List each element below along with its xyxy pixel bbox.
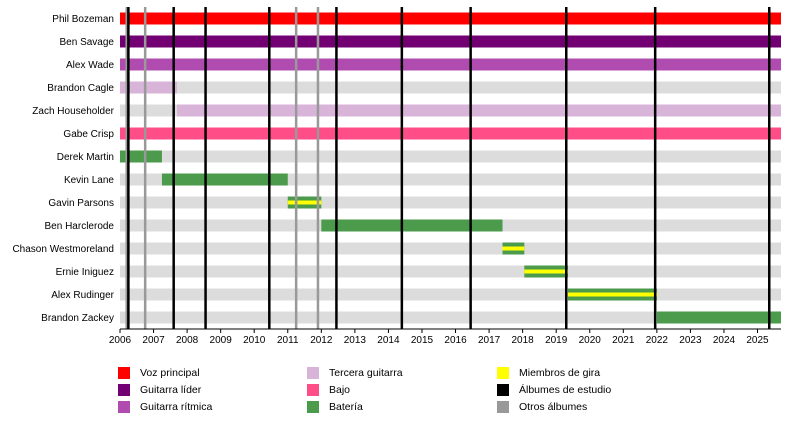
member-name: Gavin Parsons xyxy=(48,198,114,209)
x-tick-label: 2008 xyxy=(176,335,199,346)
touring-stripe xyxy=(502,246,525,251)
legend-swatch xyxy=(307,401,319,413)
row-bands xyxy=(120,12,781,324)
legend-swatch xyxy=(118,384,130,396)
legend-swatch xyxy=(118,367,130,379)
legend-item: Guitarra rítmica xyxy=(118,400,212,414)
touring-stripe xyxy=(287,200,322,205)
legend-item: Tercera guitarra xyxy=(307,366,403,380)
member-bars xyxy=(120,12,782,324)
touring-stripe xyxy=(524,269,568,274)
x-tick-label: 2023 xyxy=(679,335,702,346)
member-name: Brandon Zackey xyxy=(41,313,114,324)
legend-item: Otros álbumes xyxy=(497,400,587,414)
album-lines xyxy=(125,7,771,329)
x-tick-label: 2021 xyxy=(612,335,635,346)
x-tick-label: 2006 xyxy=(109,335,132,346)
x-tick-label: 2018 xyxy=(512,335,535,346)
legend-label: Guitarra líder xyxy=(140,384,202,396)
legend-swatch xyxy=(497,367,509,379)
member-name: Brandon Cagle xyxy=(47,83,114,94)
member-bar xyxy=(120,150,162,163)
member-name: Alex Rudinger xyxy=(51,290,114,301)
member-name: Ben Harclerode xyxy=(45,221,115,232)
x-tick-label: 2009 xyxy=(210,335,233,346)
legend-item: Guitarra líder xyxy=(118,383,201,397)
member-bar xyxy=(656,311,781,324)
row-band xyxy=(120,265,781,278)
member-bar xyxy=(161,173,288,186)
row-band xyxy=(120,242,781,255)
member-name: Phil Bozeman xyxy=(52,14,114,25)
x-tick-label: 2013 xyxy=(344,335,367,346)
member-bar xyxy=(321,219,503,232)
x-tick-label: 2015 xyxy=(411,335,434,346)
x-tick-label: 2012 xyxy=(310,335,333,346)
legend-label: Álbumes de estudio xyxy=(519,384,612,396)
legend-swatch xyxy=(307,384,319,396)
legend-swatch xyxy=(307,367,319,379)
member-name: Gabe Crisp xyxy=(63,129,114,140)
row-band xyxy=(120,81,781,94)
legend-label: Tercera guitarra xyxy=(329,367,403,379)
legend-item: Álbumes de estudio xyxy=(497,383,611,397)
x-tick-label: 2022 xyxy=(646,335,669,346)
member-name: Zach Householder xyxy=(32,106,114,117)
x-tick-label: 2007 xyxy=(142,335,165,346)
legend-label: Bajo xyxy=(329,384,351,396)
legend-item: Bajo xyxy=(307,383,350,397)
x-axis: 2006 2007 2008 2009 2010 2011 2012 2013 2014 2015… xyxy=(109,328,781,346)
member-bar xyxy=(120,127,781,140)
legend-label: Miembros de gira xyxy=(519,367,601,379)
x-tick-label: 2020 xyxy=(579,335,602,346)
member-name: Ben Savage xyxy=(60,37,115,48)
row-band xyxy=(120,288,781,301)
legend-label: Guitarra rítmica xyxy=(140,401,213,413)
legend-item: Miembros de gira xyxy=(497,366,600,380)
x-tick-label: 2014 xyxy=(377,335,400,346)
x-tick-label: 2011 xyxy=(277,335,299,346)
legend-item: Batería xyxy=(307,400,363,414)
member-name: Alex Wade xyxy=(66,60,114,71)
row-band xyxy=(120,196,781,209)
band-timeline-chart: Phil Bozeman Ben Savage Alex Wade Brandon C… xyxy=(12,7,782,346)
legend-swatch xyxy=(497,401,509,413)
row-band xyxy=(120,150,781,163)
member-bar xyxy=(120,35,781,48)
member-bar xyxy=(177,104,782,117)
legend-label: Voz principal xyxy=(140,367,200,379)
row-band xyxy=(120,311,781,324)
legend-swatch xyxy=(497,384,509,396)
x-tick-label: 2017 xyxy=(478,335,501,346)
x-tick-label: 2010 xyxy=(243,335,266,346)
legend-label: Otros álbumes xyxy=(519,401,588,413)
member-name: Ernie Iniguez xyxy=(56,267,114,278)
legend-label: Batería xyxy=(329,401,363,413)
x-tick-label: 2024 xyxy=(713,335,736,346)
member-name: Kevin Lane xyxy=(64,175,114,186)
member-name: Derek Martin xyxy=(57,152,114,163)
member-names: Phil Bozeman Ben Savage Alex Wade Brandon C… xyxy=(12,14,114,324)
legend-swatch xyxy=(118,401,130,413)
touring-stripe xyxy=(567,292,657,297)
x-tick-label: 2019 xyxy=(545,335,568,346)
x-tick-label: 2016 xyxy=(444,335,467,346)
member-bar xyxy=(120,81,178,94)
member-name: Chason Westmoreland xyxy=(12,244,114,255)
legend-item: Voz principal xyxy=(118,366,200,380)
member-bar xyxy=(120,12,781,25)
member-bar xyxy=(120,58,781,71)
x-tick-label: 2025 xyxy=(746,335,769,346)
